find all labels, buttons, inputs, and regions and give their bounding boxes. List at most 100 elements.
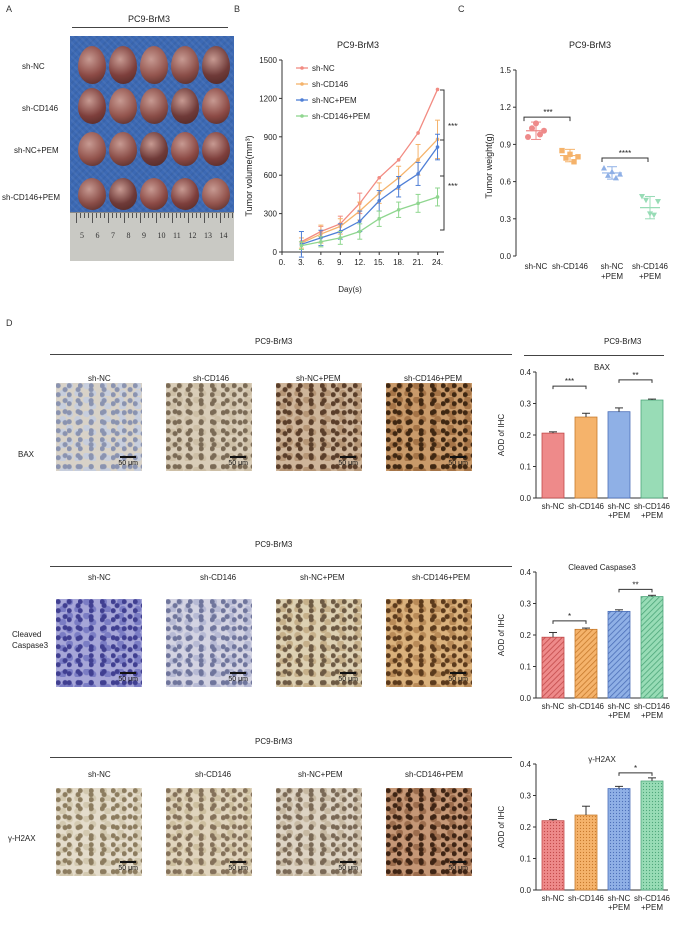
tumor-volume-sig-bottom: **** <box>448 182 458 191</box>
tumor-photo <box>70 36 234 212</box>
legend-marker <box>300 82 304 86</box>
group-label-2: +PEM <box>601 272 623 281</box>
ruler-tick <box>80 213 81 218</box>
group-label: sh-CD146 <box>552 262 589 271</box>
y-tick-label: 0.0 <box>520 494 532 503</box>
series-line <box>301 146 439 245</box>
x-tick-label: 3. <box>298 258 305 267</box>
ruler-tick <box>204 213 205 223</box>
bar <box>607 788 631 891</box>
tumor-1-1 <box>78 46 106 84</box>
weight-point <box>525 133 531 140</box>
ruler-tick <box>232 213 233 218</box>
y-tick-label: 600 <box>264 171 278 180</box>
ruler-number: 8 <box>126 231 131 240</box>
sig-label: ** <box>632 580 638 589</box>
data-point <box>299 243 304 248</box>
weight-point <box>563 155 569 161</box>
d-row3-title-line <box>50 757 512 758</box>
scale-label: 50 μm <box>118 460 138 467</box>
d-row2-title: PC9-BrM3 <box>255 540 293 549</box>
scale-bar <box>120 861 136 863</box>
ruler-tick <box>88 213 89 218</box>
bar <box>640 596 664 699</box>
data-point <box>396 207 401 212</box>
sig-bracket <box>618 772 653 776</box>
tumor-2-1 <box>78 88 106 124</box>
scale-label: 50 μm <box>448 865 468 872</box>
data-point <box>357 219 362 224</box>
data-point <box>435 145 440 149</box>
y-tick-label: 0.1 <box>520 663 532 672</box>
y-tick-label: 0.0 <box>520 886 532 895</box>
y-tick-label: 0 <box>273 248 278 257</box>
weight-point <box>639 193 645 200</box>
tumor-1-2 <box>109 46 137 84</box>
group-label-2: +PEM <box>639 272 661 281</box>
ihc-image-r3-c3: 50 μm <box>276 788 362 876</box>
ruler-tick <box>180 213 181 218</box>
tumor-3-3 <box>140 132 168 166</box>
weight-point <box>537 131 543 138</box>
ruler-number: 11 <box>173 231 181 240</box>
bar-label-2: +PEM <box>608 511 630 520</box>
bar-label: sh-CD146 <box>634 502 671 511</box>
bar <box>574 416 598 499</box>
legend-label: sh-CD146 <box>312 80 349 89</box>
scale-bar <box>450 672 466 674</box>
data-point <box>319 239 323 244</box>
panel-a-row-label-2: sh-CD146 <box>22 104 59 113</box>
y-tick-label: 0.3 <box>520 400 532 409</box>
panel-label-b: B <box>234 4 241 14</box>
ruler-tick <box>176 213 177 218</box>
bar-label: sh-NC <box>542 502 565 511</box>
y-tick-label: 1500 <box>259 56 277 65</box>
scale-label: 50 μm <box>228 865 248 872</box>
sig-bracket <box>552 620 587 624</box>
tumor-weight-chart: PC9-BrM3 Tumor weight(g) 0.0 0.3 0.6 0.9 1.2… <box>484 40 669 281</box>
scale-label: 50 μm <box>338 865 358 872</box>
ihc-image-r2-c3: 50 μm <box>276 599 362 687</box>
ruler-tick <box>112 213 113 218</box>
tumor-2-4 <box>171 88 199 124</box>
y-tick-label: 0.4 <box>520 760 532 769</box>
bar-chart-ylabel: AOD of IHC <box>497 414 506 456</box>
tumor-4-1 <box>78 178 106 210</box>
x-tick-label: 15. <box>374 258 385 267</box>
data-point <box>416 201 420 206</box>
scale-label: 50 μm <box>448 460 468 467</box>
y-tick-label: 300 <box>264 210 278 219</box>
d-r2-label2: Caspase3 <box>12 641 49 650</box>
tumor-1-3 <box>140 46 168 84</box>
bar <box>541 820 565 891</box>
ruler-tick <box>132 213 133 218</box>
bar-label-2: +PEM <box>641 711 663 720</box>
group-label: sh-NC <box>601 262 624 271</box>
bar-chart-ylabel: AOD of IHC <box>497 806 506 848</box>
sig-bracket-bottom <box>440 139 445 231</box>
d-r2-label: Cleaved <box>12 630 42 639</box>
bar <box>640 399 664 499</box>
bar <box>541 636 565 699</box>
scale-bar <box>340 861 356 863</box>
ruler-tick <box>156 213 157 223</box>
legend-marker <box>300 114 304 118</box>
d-r3-label: γ-H2AX <box>8 834 36 843</box>
bar <box>574 628 598 699</box>
panel-a-row-label-1: sh-NC <box>22 62 45 71</box>
scale-label: 50 μm <box>338 460 358 467</box>
ruler-tick <box>184 213 185 218</box>
d-r1-col-4: sh-CD146+PEM <box>404 374 463 383</box>
ihc-image-r1-c3: 50 μm <box>276 383 362 471</box>
x-tick-label: 12. <box>354 258 365 267</box>
data-point <box>377 216 381 221</box>
ruler-tick <box>84 213 85 218</box>
tumor-weight-ylabel: Tumor weight(g) <box>484 133 494 198</box>
ruler-tick <box>92 213 93 223</box>
bar-label: sh-NC <box>608 502 631 511</box>
ihc-image-r3-c2: 50 μm <box>166 788 252 876</box>
sig-bracket <box>618 588 653 593</box>
x-tick-label: 21. <box>413 258 424 267</box>
ruler-tick <box>152 213 153 218</box>
